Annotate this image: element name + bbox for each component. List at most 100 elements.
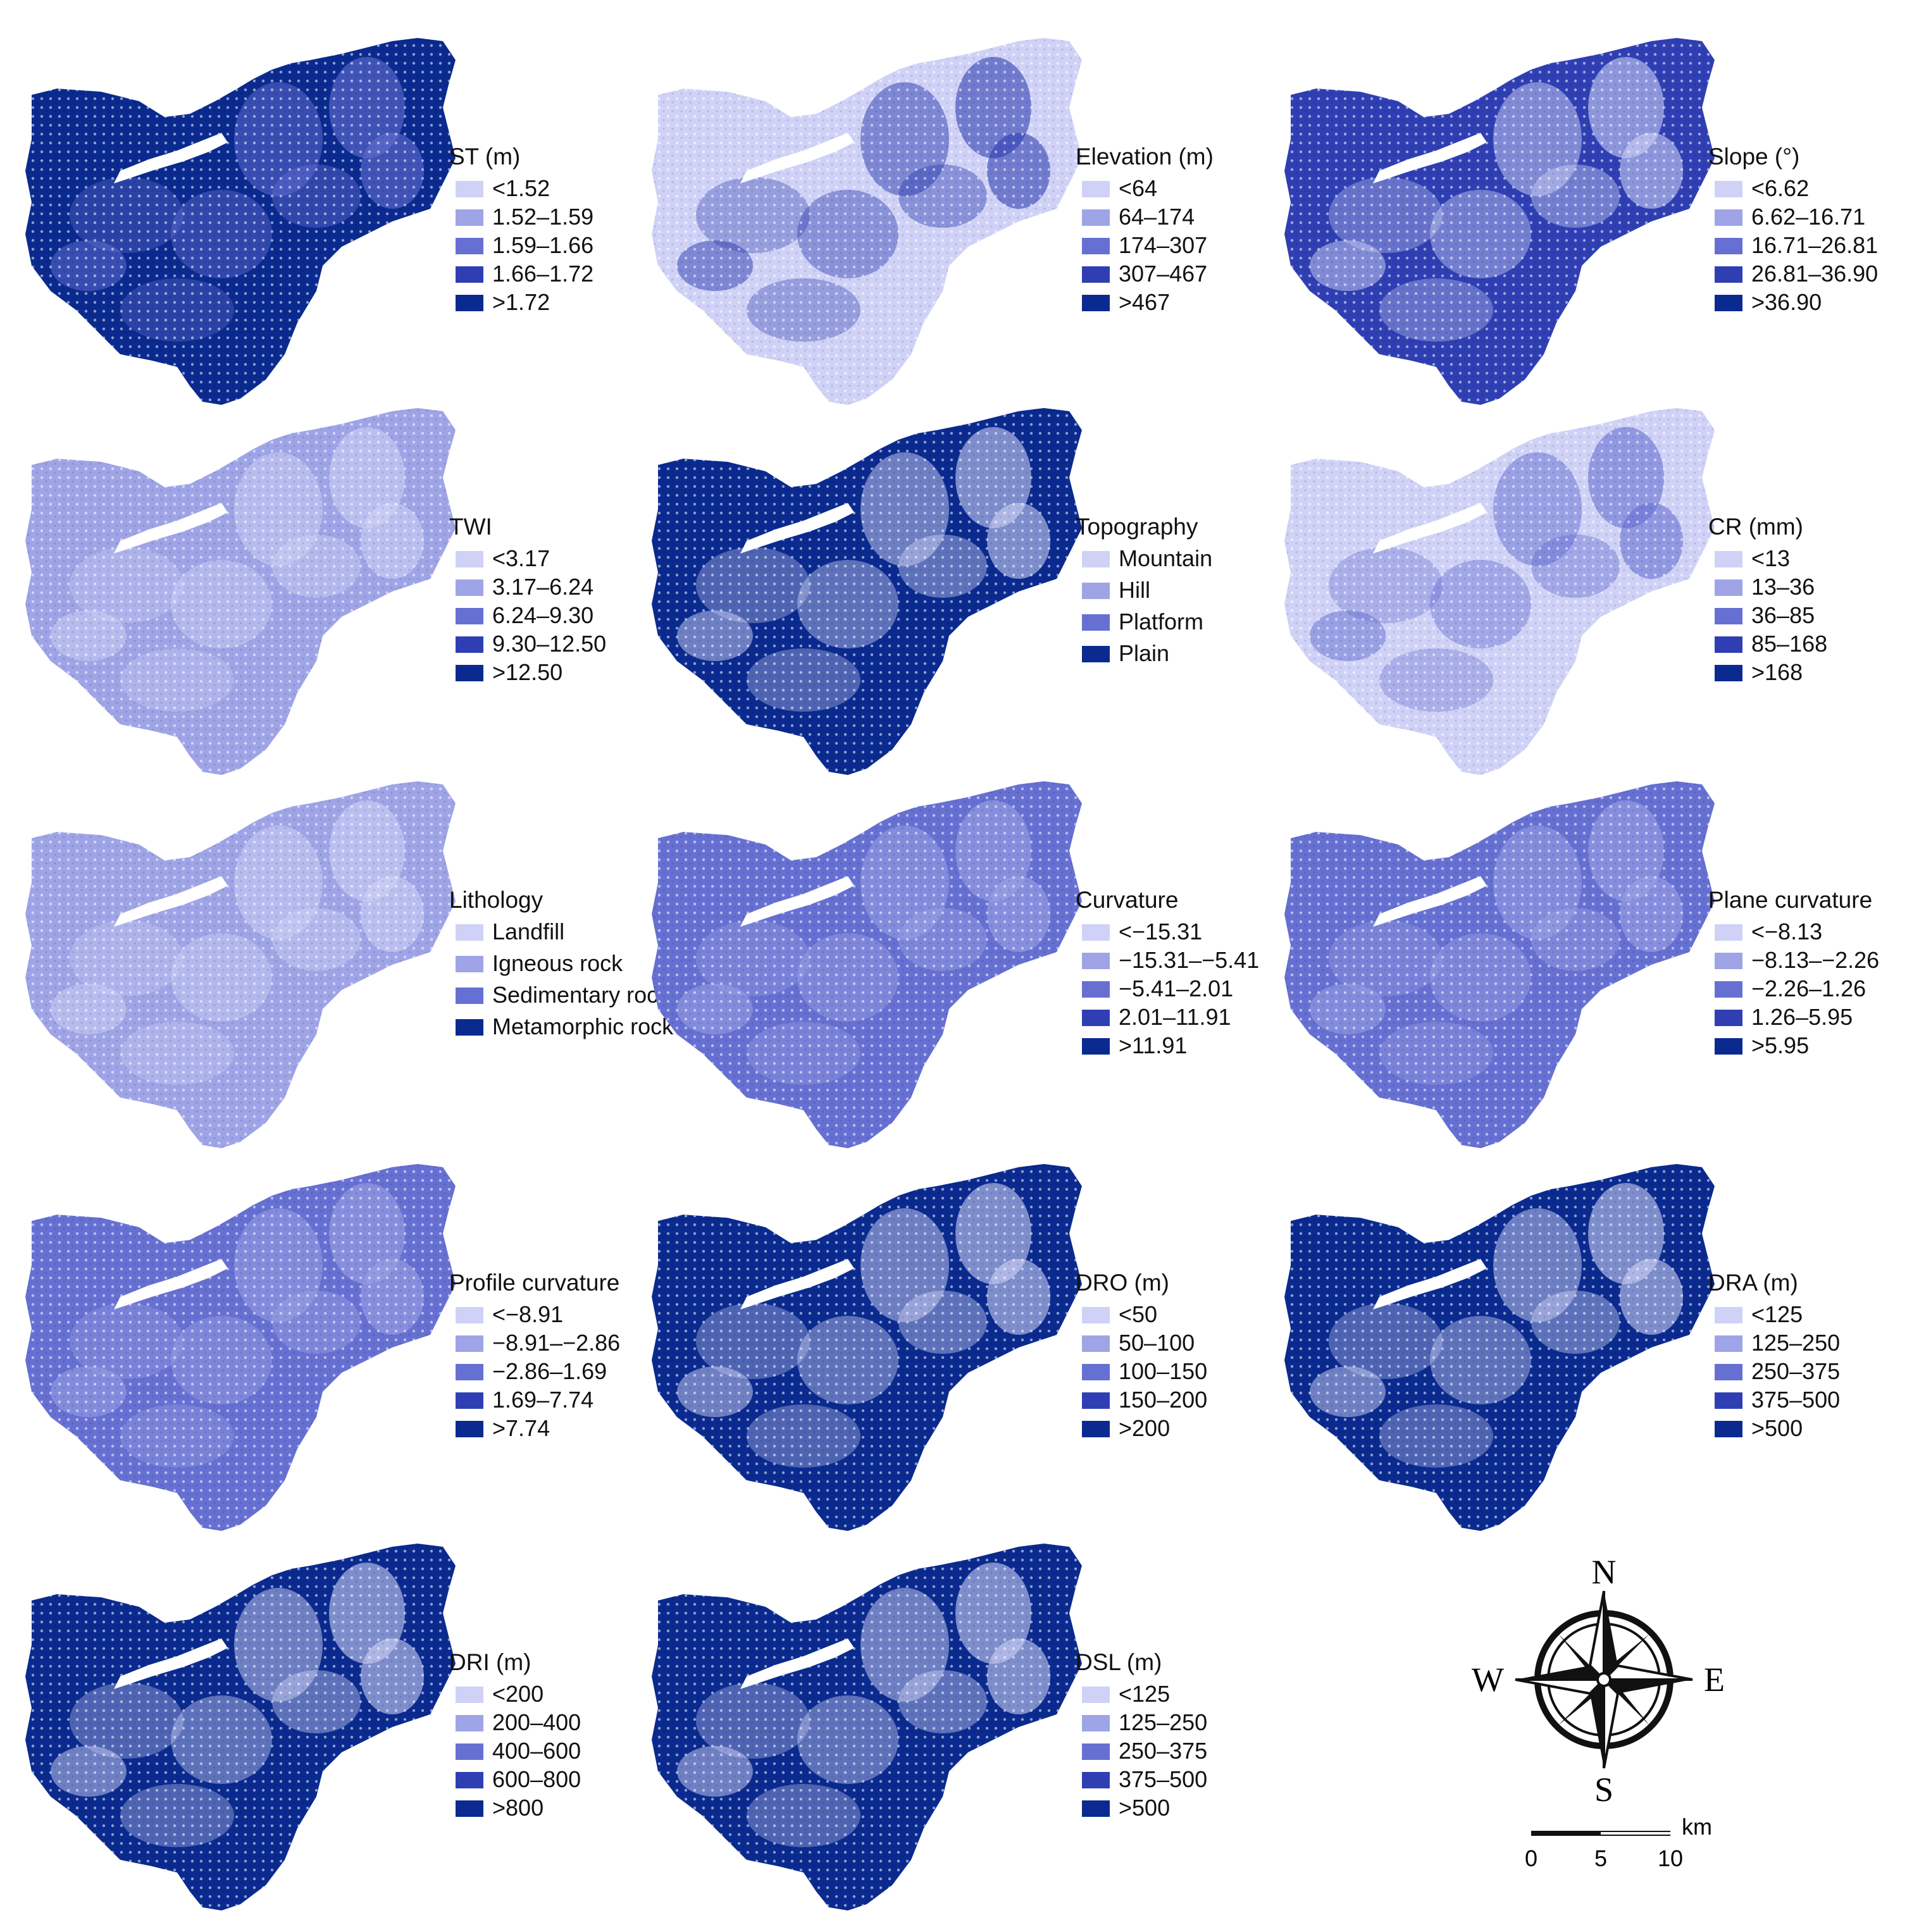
legend-label: 400–600 [492,1738,581,1764]
legend-swatch [1082,1010,1110,1026]
legend-swatch [1082,1421,1110,1437]
scale-bar-tick-label: 10 [1658,1845,1683,1871]
panel-title: CR (mm) [1708,514,1803,540]
panel-title: Plane curvature [1708,887,1872,913]
legend-label: 13–36 [1751,574,1815,600]
legend-swatch [1715,1364,1742,1380]
legend-label: <50 [1119,1301,1157,1327]
legend-label: Platform [1119,609,1203,635]
legend-label: >467 [1119,289,1170,315]
legend-label: −15.31–−5.41 [1119,947,1259,973]
legend-swatch [456,1743,483,1760]
legend-label: 375–500 [1751,1387,1840,1413]
legend-swatch [1715,295,1742,311]
legend-swatch [1082,924,1110,941]
legend-swatch [1715,551,1742,567]
compass-n-label: N [1592,1553,1617,1591]
legend-label: −2.86–1.69 [492,1358,607,1384]
legend-label: 250–375 [1751,1358,1840,1384]
legend-label: 16.71–26.81 [1751,232,1878,258]
legend-swatch [456,1687,483,1703]
legend-label: 150–200 [1119,1387,1207,1413]
compass-s-label: S [1594,1771,1613,1809]
legend-swatch [456,551,483,567]
panel-title: DRA (m) [1708,1270,1798,1296]
legend-swatch [1715,209,1742,226]
legend-label: 50–100 [1119,1330,1195,1356]
legend-label: >500 [1751,1415,1803,1441]
map-panel [25,38,456,405]
legend-label: 174–307 [1119,232,1207,258]
legend-label: >7.74 [492,1415,550,1441]
map-panel [25,1544,456,1910]
legend-swatch [456,1019,483,1036]
panel-title: ST (m) [449,144,520,170]
map-panel [652,781,1082,1148]
legend-swatch [456,579,483,596]
legend-swatch [1715,238,1742,254]
legend-label: 6.24–9.30 [492,602,593,628]
legend-label: 200–400 [492,1709,581,1735]
legend-swatch [1715,953,1742,969]
legend-label: 100–150 [1119,1358,1207,1384]
legend-swatch [1082,238,1110,254]
legend-label: 375–500 [1119,1766,1207,1792]
legend-swatch [456,1772,483,1788]
map-panel [1284,1164,1715,1531]
legend-swatch [1715,1392,1742,1409]
legend-label: 85–168 [1751,631,1827,657]
legend-label: −5.41–2.01 [1119,975,1233,1001]
legend-swatch [1082,209,1110,226]
legend-swatch [1082,981,1110,998]
legend-label: <−15.31 [1119,919,1202,944]
legend-swatch [456,181,483,197]
panel-title: Profile curvature [449,1270,619,1296]
legend-label: >5.95 [1751,1032,1809,1058]
legend-label: 125–250 [1751,1330,1840,1356]
legend-swatch [456,1307,483,1323]
legend-label: 1.52–1.59 [492,204,593,230]
legend-swatch [1082,614,1110,631]
map-panel [652,408,1082,775]
legend-label: <64 [1119,175,1157,201]
legend-label: 600–800 [492,1766,581,1792]
legend-swatch [456,266,483,283]
legend-swatch [1082,1800,1110,1817]
legend-label: 1.69–7.74 [492,1387,593,1413]
legend-swatch [456,1364,483,1380]
legend-label: <200 [492,1681,543,1707]
north-arrow-icon: N S E W [1472,1553,1725,1809]
legend-swatch [1715,1421,1742,1437]
legend-swatch [1715,1038,1742,1055]
legend-label: 36–85 [1751,602,1815,628]
legend-swatch [456,665,483,681]
legend-label: Landfill [492,919,564,944]
legend-swatch [456,1800,483,1817]
legend-label: 64–174 [1119,204,1195,230]
legend-swatch [1715,665,1742,681]
legend-swatch [456,608,483,624]
compass-w-label: W [1472,1661,1504,1699]
legend-swatch [1715,181,1742,197]
legend-swatch [456,1421,483,1437]
panel-title: TWI [449,514,492,540]
map-panel [652,38,1082,405]
legend-swatch [456,924,483,941]
legend-label: >1.72 [492,289,550,315]
legend-label: Metamorphic rock [492,1013,674,1039]
scale-bar-segment [1601,1832,1670,1835]
legend-label: <6.62 [1751,175,1809,201]
legend-label: 307–467 [1119,261,1207,287]
legend-label: Hill [1119,577,1150,603]
legend-label: Igneous rock [492,950,623,976]
legend-swatch [1082,1335,1110,1352]
legend-swatch [456,209,483,226]
legend-swatch [1715,924,1742,941]
legend-swatch [1082,1743,1110,1760]
legend-label: Plain [1119,640,1169,666]
legend-label: −8.13–−2.26 [1751,947,1879,973]
legend-swatch [1715,1010,1742,1026]
